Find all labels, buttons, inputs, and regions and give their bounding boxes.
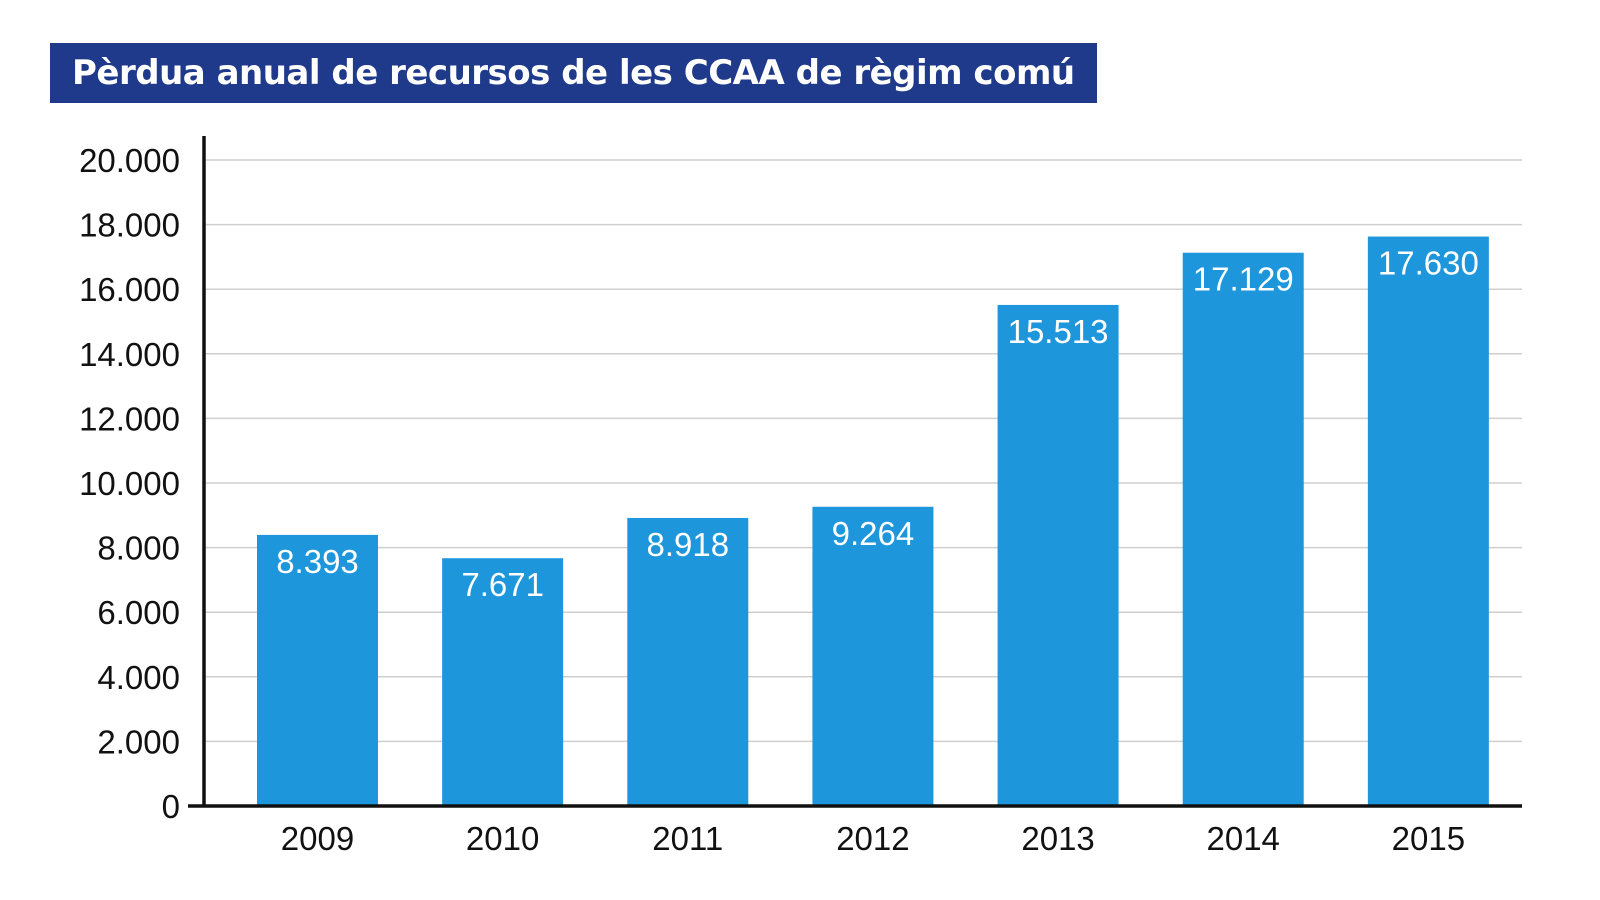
y-tick-label: 18.000 [79,207,180,244]
bar-value-label: 15.513 [1008,313,1109,350]
bar-value-label: 8.918 [646,526,729,563]
labels: 0 2.000 4.000 6.000 8.000 10.000 12.000 14.000 1… [79,142,1479,857]
bar [257,534,378,806]
x-tick-label: 2015 [1392,820,1465,857]
x-tick-label: 2009 [281,820,354,857]
x-tick-label: 2010 [466,820,539,857]
y-tick-label: 4.000 [97,659,180,696]
x-tick-label: 2011 [652,820,723,857]
bar-value-label: 17.630 [1378,245,1479,282]
bar [997,304,1119,806]
y-tick-label: 0 [162,788,180,825]
bar [1182,252,1304,807]
x-tick-label: 2014 [1207,820,1280,857]
y-tick-label: 16.000 [79,271,180,308]
y-tick-label: 2.000 [97,723,180,760]
bar [442,558,564,806]
bar [812,506,934,806]
bar-value-label: 17.129 [1193,261,1294,298]
chart-title: Pèrdua anual de recursos de les CCAA de … [50,43,1097,103]
x-tick-label: 2013 [1021,820,1094,857]
y-tick-label: 10.000 [79,465,180,502]
axes [188,136,1522,808]
bar-value-label: 8.393 [276,543,359,580]
bar-value-label: 7.671 [461,566,544,603]
bar [627,517,749,806]
bar [1367,236,1489,806]
bar-value-label: 9.264 [832,515,915,552]
y-tick-label: 8.000 [97,530,180,567]
x-tick-label: 2012 [836,820,909,857]
y-tick-label: 14.000 [79,336,180,373]
y-tick-label: 6.000 [97,594,180,631]
y-tick-label: 12.000 [79,400,180,437]
bars [257,236,1489,807]
y-tick-label: 20.000 [79,142,180,179]
